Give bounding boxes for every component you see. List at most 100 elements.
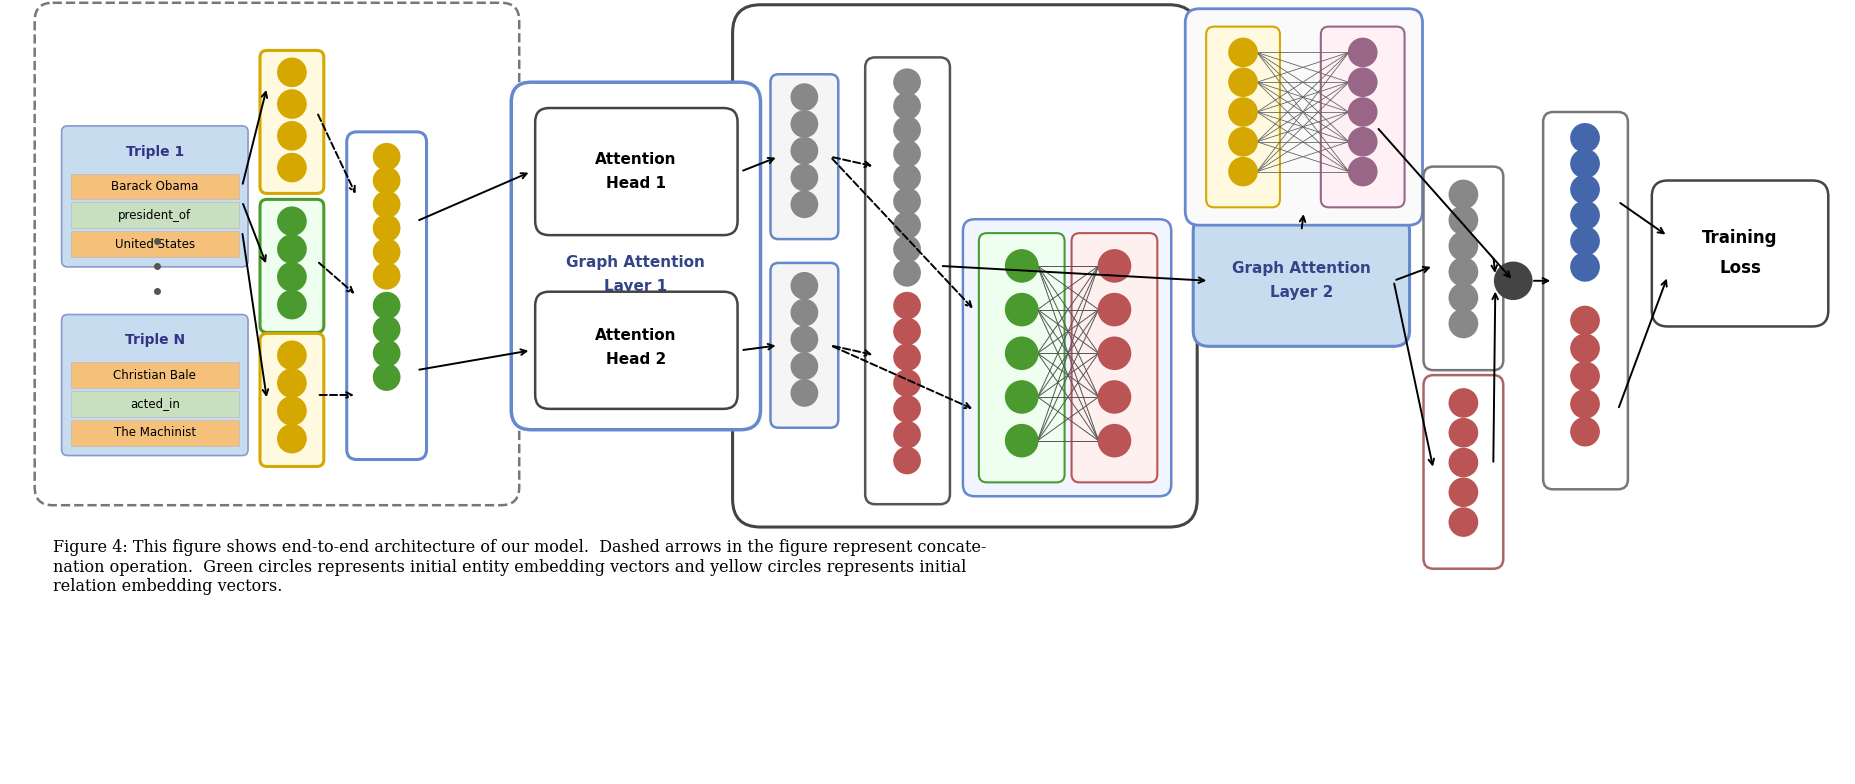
Circle shape [1005, 294, 1037, 325]
Circle shape [278, 341, 306, 369]
Circle shape [1449, 180, 1477, 209]
Text: Graph Attention: Graph Attention [566, 256, 705, 270]
Circle shape [278, 207, 306, 235]
Circle shape [894, 93, 920, 119]
FancyBboxPatch shape [770, 74, 838, 239]
Text: Training: Training [1701, 229, 1777, 247]
Circle shape [1098, 425, 1130, 456]
Circle shape [278, 235, 306, 263]
FancyBboxPatch shape [1542, 112, 1627, 489]
Circle shape [1449, 389, 1477, 417]
Text: Figure 4: This figure shows end-to-end architecture of our model.  Dashed arrows: Figure 4: This figure shows end-to-end a… [52, 539, 985, 595]
FancyBboxPatch shape [61, 314, 249, 456]
Text: Christian Bale: Christian Bale [113, 368, 197, 382]
Circle shape [1569, 390, 1599, 418]
FancyBboxPatch shape [733, 5, 1196, 527]
Text: Loss: Loss [1718, 259, 1760, 277]
Circle shape [1228, 38, 1256, 67]
FancyBboxPatch shape [1206, 27, 1280, 207]
FancyBboxPatch shape [1185, 9, 1421, 225]
FancyBboxPatch shape [35, 3, 519, 505]
FancyBboxPatch shape [1651, 180, 1827, 326]
Circle shape [1569, 362, 1599, 390]
FancyBboxPatch shape [1321, 27, 1404, 207]
Circle shape [1569, 307, 1599, 335]
Circle shape [278, 58, 306, 86]
Circle shape [1098, 337, 1130, 369]
Circle shape [373, 191, 399, 217]
Circle shape [894, 422, 920, 448]
Bar [70, 231, 239, 257]
FancyBboxPatch shape [1070, 233, 1158, 482]
Text: Layer 1: Layer 1 [605, 279, 668, 294]
Circle shape [373, 292, 399, 318]
Circle shape [1569, 176, 1599, 203]
Circle shape [1449, 310, 1477, 337]
Circle shape [1449, 508, 1477, 536]
Circle shape [1349, 68, 1376, 96]
Circle shape [373, 317, 399, 343]
Circle shape [1569, 253, 1599, 281]
FancyBboxPatch shape [963, 220, 1171, 496]
Circle shape [1349, 158, 1376, 186]
Text: acted_in: acted_in [130, 397, 180, 410]
Text: Triple N: Triple N [124, 333, 186, 347]
FancyBboxPatch shape [978, 233, 1065, 482]
Circle shape [894, 344, 920, 370]
Circle shape [790, 165, 816, 191]
Circle shape [373, 168, 399, 194]
Circle shape [278, 369, 306, 397]
Circle shape [1449, 258, 1477, 285]
Circle shape [1349, 128, 1376, 156]
Circle shape [790, 191, 816, 217]
Circle shape [790, 380, 816, 406]
Circle shape [1569, 124, 1599, 152]
Circle shape [894, 396, 920, 422]
Bar [70, 173, 239, 199]
Circle shape [894, 165, 920, 191]
Text: Graph Attention: Graph Attention [1232, 261, 1371, 277]
Circle shape [790, 299, 816, 325]
Text: The Machinist: The Machinist [113, 426, 197, 439]
Bar [70, 362, 239, 388]
FancyBboxPatch shape [534, 108, 736, 235]
Text: United States: United States [115, 238, 195, 251]
Text: Head 2: Head 2 [605, 352, 666, 367]
Circle shape [1005, 337, 1037, 369]
Text: Head 1: Head 1 [605, 176, 666, 191]
Circle shape [1228, 98, 1256, 126]
Circle shape [894, 260, 920, 285]
Circle shape [894, 69, 920, 95]
Circle shape [373, 239, 399, 265]
Circle shape [894, 212, 920, 238]
Circle shape [1569, 227, 1599, 255]
Circle shape [1495, 263, 1530, 299]
FancyBboxPatch shape [1193, 216, 1408, 347]
Circle shape [1349, 98, 1376, 126]
FancyBboxPatch shape [260, 333, 323, 466]
Circle shape [1098, 250, 1130, 281]
Circle shape [1005, 250, 1037, 281]
Circle shape [894, 117, 920, 143]
Text: Barack Obama: Barack Obama [111, 180, 198, 193]
Circle shape [1449, 232, 1477, 260]
Circle shape [790, 138, 816, 164]
Circle shape [1349, 38, 1376, 67]
Circle shape [1449, 206, 1477, 234]
Circle shape [894, 448, 920, 474]
FancyBboxPatch shape [260, 199, 323, 332]
Text: Attention: Attention [595, 328, 677, 343]
Circle shape [1005, 381, 1037, 413]
Circle shape [1449, 284, 1477, 311]
Bar [70, 419, 239, 445]
Circle shape [1098, 294, 1130, 325]
Bar [70, 391, 239, 417]
Circle shape [1569, 150, 1599, 177]
Circle shape [1569, 418, 1599, 445]
Text: Triple 1: Triple 1 [126, 145, 184, 158]
Circle shape [790, 111, 816, 137]
FancyBboxPatch shape [347, 132, 427, 459]
Circle shape [278, 263, 306, 291]
FancyBboxPatch shape [510, 82, 761, 430]
Text: +: + [1503, 270, 1521, 291]
